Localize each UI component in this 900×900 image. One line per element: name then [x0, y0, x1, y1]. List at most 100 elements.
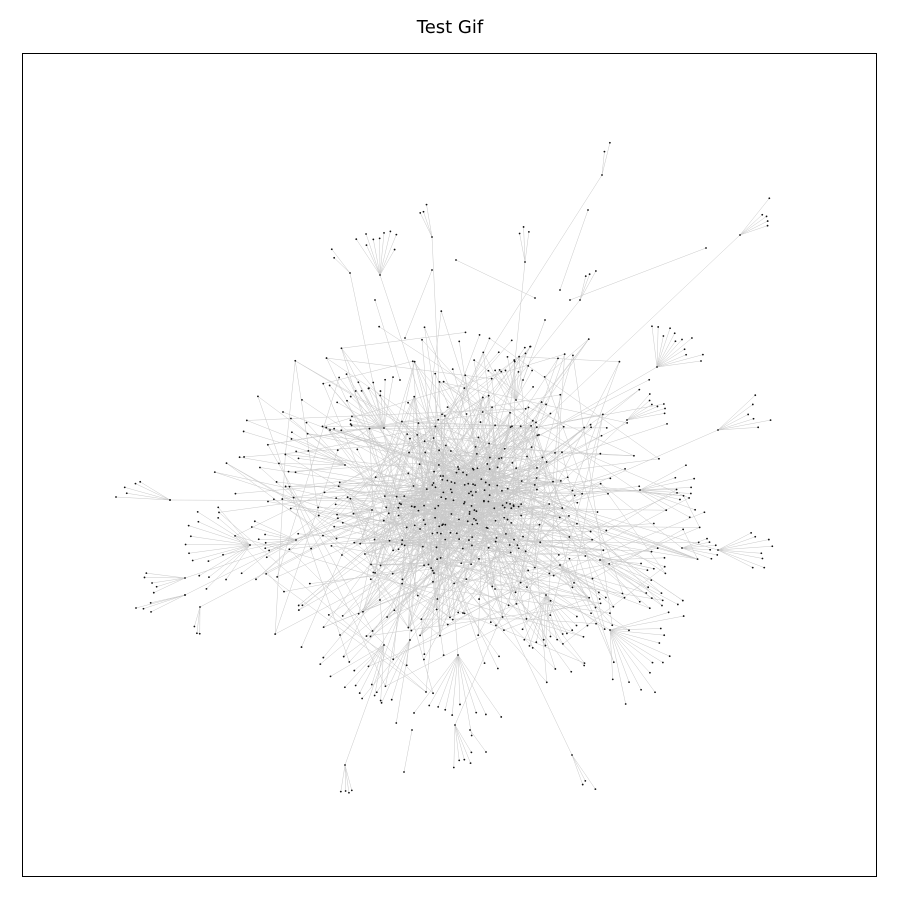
graph-node: [633, 454, 635, 457]
graph-node: [663, 634, 666, 637]
graph-node: [416, 594, 419, 597]
graph-edge: [295, 475, 441, 541]
graph-edge: [290, 418, 346, 466]
graph-node: [329, 675, 332, 678]
graph-node: [638, 388, 641, 391]
graph-node: [294, 471, 297, 474]
graph-edge: [194, 606, 201, 627]
graph-node: [310, 547, 313, 550]
graph-edge: [464, 613, 585, 664]
graph-edge: [337, 509, 373, 515]
graph-edge: [425, 524, 650, 609]
graph-node: [335, 537, 338, 540]
graph-edge: [571, 754, 583, 785]
graph-node: [365, 635, 368, 637]
graph-node: [656, 366, 658, 368]
graph-edge: [322, 467, 498, 536]
graph-edge: [331, 545, 663, 601]
graph-node: [373, 538, 376, 541]
graph-node: [337, 517, 339, 520]
graph-edge: [351, 425, 385, 429]
graph-node: [336, 401, 339, 404]
graph-node: [191, 559, 194, 562]
graph-node: [518, 232, 521, 235]
graph-edge: [368, 527, 700, 667]
graph-node: [436, 598, 439, 600]
graph-node: [152, 591, 155, 594]
graph-edge: [524, 231, 530, 263]
graph-edge: [599, 559, 652, 599]
graph-edge: [656, 339, 683, 368]
graph-edge: [350, 420, 385, 429]
graph-node: [475, 491, 477, 493]
graph-node: [282, 411, 284, 413]
graph-edge: [601, 142, 611, 176]
graph-node: [509, 426, 512, 429]
graph-edge: [379, 249, 395, 276]
plot-area: [22, 53, 877, 877]
graph-node: [531, 369, 534, 372]
graph-node: [245, 419, 248, 422]
graph-node: [463, 387, 466, 390]
graph-node: [467, 482, 470, 485]
graph-node: [368, 427, 371, 430]
graph-node: [379, 394, 382, 397]
graph-edge: [383, 377, 394, 429]
graph-node: [587, 338, 590, 340]
graph-edge: [318, 515, 590, 599]
graph-edge: [543, 594, 547, 640]
graph-node: [330, 544, 333, 547]
graph-edge: [453, 724, 456, 768]
graph-node: [403, 495, 406, 498]
graph-edge: [562, 566, 665, 645]
graph-node: [552, 574, 555, 577]
graph-node: [498, 655, 500, 658]
graph-node: [581, 783, 584, 786]
graph-edge: [504, 517, 614, 607]
graph-node: [264, 541, 267, 544]
graph-edge: [396, 639, 411, 724]
graph-node: [142, 607, 145, 610]
graph-edge: [717, 549, 762, 554]
graph-node: [571, 586, 574, 589]
graph-node: [419, 634, 421, 637]
graph-node: [471, 494, 474, 497]
graph-edge: [298, 407, 529, 611]
graph-node: [383, 427, 385, 429]
graph-edge: [626, 404, 652, 421]
graph-node: [292, 496, 295, 499]
graph-node: [709, 548, 712, 551]
graph-node: [474, 446, 477, 448]
graph-edge: [257, 396, 350, 663]
graph-node: [184, 543, 187, 546]
graph-node: [344, 764, 346, 766]
graph-edge: [559, 564, 596, 608]
graph-edge: [140, 481, 171, 501]
graph-node: [465, 474, 468, 476]
graph-node: [487, 394, 490, 397]
graph-node: [433, 572, 435, 574]
graph-node: [346, 496, 349, 499]
graph-node: [688, 497, 690, 499]
graph-node: [187, 524, 190, 527]
graph-node: [458, 759, 461, 762]
graph-node: [449, 531, 452, 534]
graph-edge: [639, 489, 681, 500]
graph-edge: [609, 629, 664, 663]
graph-edge: [413, 654, 459, 714]
graph-node: [526, 586, 528, 589]
graph-node: [656, 547, 659, 550]
graph-node: [575, 624, 578, 627]
graph-edge: [469, 729, 487, 753]
graph-node: [443, 415, 446, 417]
graph-edge: [717, 419, 771, 431]
graph-node: [465, 413, 468, 415]
graph-node: [385, 506, 388, 509]
graph-node: [379, 390, 382, 392]
graph-node: [401, 539, 404, 542]
graph-edge: [717, 404, 753, 431]
graph-edge: [489, 338, 660, 460]
graph-node: [545, 681, 548, 684]
graph-edge: [343, 503, 550, 657]
graph-edge: [409, 520, 496, 641]
